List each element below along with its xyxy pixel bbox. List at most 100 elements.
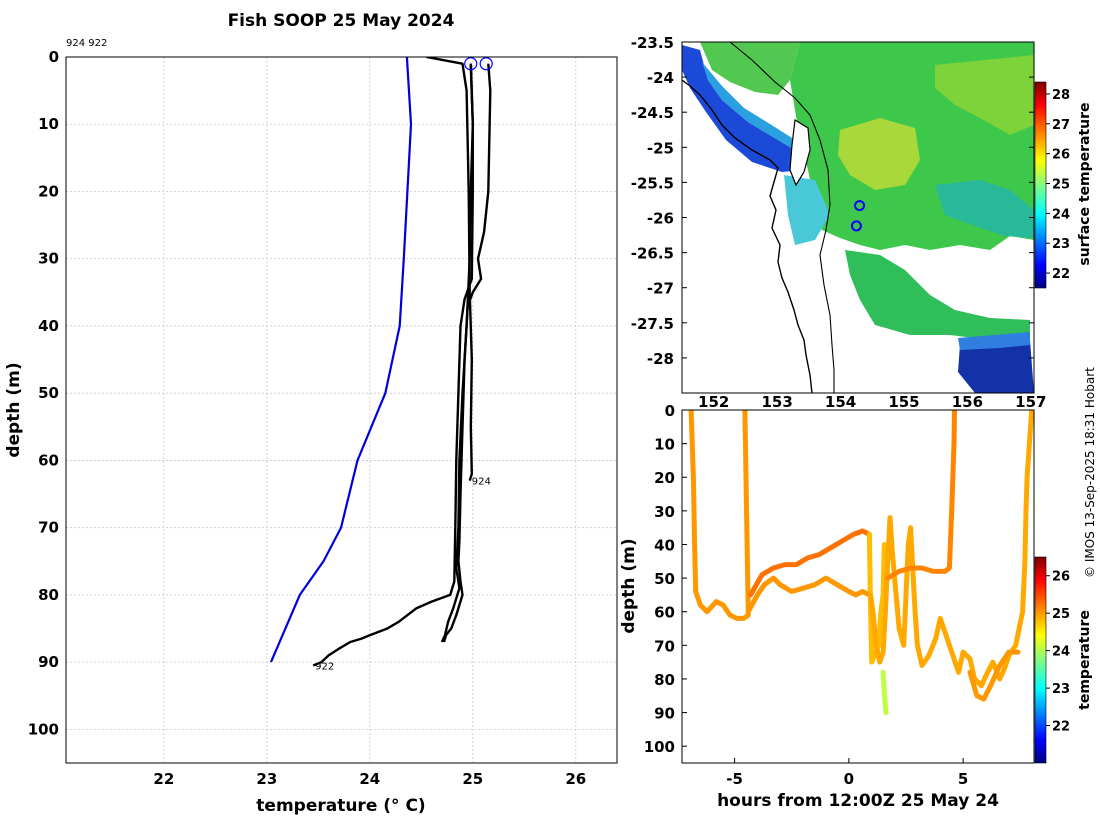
- y-tick-label: 30: [38, 250, 59, 268]
- profiles-grid: [66, 56, 617, 763]
- y-tick-label: 0: [49, 48, 59, 66]
- colorbar-tick-label: 26: [1052, 148, 1070, 163]
- colorbar-tick-label: 27: [1052, 118, 1070, 133]
- profile-ids-label: 924 922: [66, 38, 107, 49]
- x-tick-label: 23: [256, 770, 277, 788]
- x-tick-label: 0: [844, 770, 854, 788]
- temperature-colorbar-label: temperature: [1077, 610, 1093, 710]
- colorbar-tick-label: 25: [1052, 607, 1070, 622]
- colorbar-tick-label: 22: [1052, 267, 1070, 282]
- profiles-frame: [65, 56, 618, 764]
- y-tick-label: 10: [654, 436, 675, 454]
- credit-text: © IMOS 13-Sep-2025 18:31 Hobart: [1083, 367, 1097, 578]
- y-tick-label: 30: [654, 503, 675, 521]
- lat-tick-label: -28: [647, 350, 674, 368]
- climatology-line: [269, 57, 413, 663]
- figure-title: Fish SOOP 25 May 2024: [228, 11, 455, 31]
- y-tick-label: 80: [654, 671, 675, 689]
- y-tick-label: 70: [654, 637, 675, 655]
- x-tick-label: 26: [565, 770, 586, 788]
- y-tick-label: 50: [654, 570, 675, 588]
- y-tick-label: 90: [38, 653, 59, 671]
- lat-tick-label: -23.5: [631, 34, 674, 52]
- map-position-marker: [854, 200, 866, 212]
- depth-track: [688, 410, 751, 621]
- colorbar-tick-label: 28: [1052, 88, 1070, 103]
- depth-track: [748, 528, 872, 598]
- x-tick-label: 24: [359, 770, 380, 788]
- lat-tick-label: -25.5: [631, 174, 674, 192]
- x-tick-label: 25: [462, 770, 483, 788]
- lon-tick-label: 153: [761, 393, 792, 411]
- y-tick-label: 20: [654, 469, 675, 487]
- depth-time-tracks: [688, 410, 1034, 716]
- depth-track: [885, 410, 957, 581]
- sst-field-coastal-cold: [682, 45, 804, 172]
- depth-track: [868, 515, 898, 665]
- lat-tick-label: -26: [647, 210, 674, 228]
- colorbar-tick-label: 22: [1052, 720, 1070, 735]
- profile-line: [312, 63, 474, 667]
- y-tick-label: 40: [654, 536, 675, 554]
- lon-tick-label: 152: [698, 393, 729, 411]
- map-markers: [850, 200, 866, 232]
- map-position-marker: [850, 220, 862, 232]
- coastline: [682, 79, 813, 393]
- depth-track: [880, 669, 889, 716]
- profiles-series: [269, 57, 492, 667]
- lon-tick-label: 155: [888, 393, 919, 411]
- depth-track: [892, 410, 1034, 689]
- sst-colorbar-label: surface temperature: [1077, 102, 1093, 265]
- y-tick-label: 100: [28, 720, 59, 738]
- temperature-colorbar: [1034, 556, 1047, 764]
- map-frame: [681, 41, 1035, 394]
- y-tick-label: 20: [38, 182, 59, 200]
- sst-field-south-cold: [958, 340, 1034, 393]
- lat-tick-label: -26.5: [631, 245, 674, 263]
- x-tick-label: -5: [726, 770, 743, 788]
- profiles-markers: [464, 57, 493, 71]
- lat-tick-label: -24: [647, 69, 674, 87]
- profile-marker: [479, 57, 493, 71]
- lat-tick-label: -27: [647, 280, 674, 298]
- sst-field-east: [935, 55, 1034, 135]
- lat-tick-label: -24.5: [631, 104, 674, 122]
- sst-heatmap: [682, 42, 1034, 393]
- lon-tick-label: 156: [952, 393, 983, 411]
- y-tick-label: 60: [654, 604, 675, 622]
- depth-track: [745, 575, 872, 615]
- sst-field-coastal-mid: [702, 62, 798, 152]
- profile-annotation: 922: [315, 662, 334, 673]
- lat-tick-label: -25: [647, 139, 674, 157]
- colorbar-tick-label: 23: [1052, 237, 1070, 252]
- lon-tick-label: 154: [825, 393, 856, 411]
- colorbar-tick-label: 24: [1052, 207, 1070, 222]
- depth-track: [967, 649, 1021, 702]
- lon-tick-label: 157: [1015, 393, 1046, 411]
- continental-shelf-edge: [729, 42, 835, 393]
- profiles-y-axis-label: depth (m): [4, 362, 24, 457]
- sst-map-panel: -23.5 -24 -24.5 -25 -25.5 -26 -26.5 -27 -27.5 -28…: [631, 34, 1093, 411]
- colorbar-tick-label: 26: [1052, 570, 1070, 585]
- profiles-ticks: 22 23 24 25 26 0 10 20 30 40 50 60 70 80 90 100: [28, 48, 587, 788]
- colorbar-tick-label: 25: [1052, 178, 1070, 193]
- sst-colorbar-ticks: 22 23 24 25 26 27 28: [1046, 88, 1070, 282]
- lat-tick-label: -27.5: [631, 315, 674, 333]
- y-tick-label: 40: [38, 317, 59, 335]
- profile-annotation: 924: [472, 477, 491, 488]
- temperature-colorbar-ticks: 22 23 24 25 26: [1046, 570, 1070, 735]
- depth-time-y-axis-label: depth (m): [619, 538, 639, 633]
- y-tick-label: 0: [665, 402, 675, 420]
- map-ticks: -23.5 -24 -24.5 -25 -25.5 -26 -26.5 -27 -27.5 -28…: [631, 34, 1047, 411]
- depth-time-x-axis-label: hours from 12:00Z 25 May 24: [717, 791, 999, 811]
- y-tick-label: 80: [38, 586, 59, 604]
- y-tick-label: 90: [654, 705, 675, 723]
- profiles-annotations: 924 922: [315, 477, 491, 673]
- x-tick-label: 22: [153, 770, 174, 788]
- island-fraser: [789, 118, 811, 187]
- sst-field-south-rim: [958, 332, 1030, 350]
- y-tick-label: 10: [38, 115, 59, 133]
